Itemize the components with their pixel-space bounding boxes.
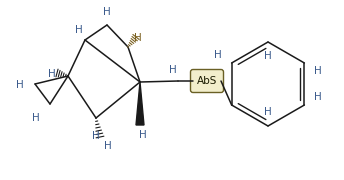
Text: H: H — [214, 50, 222, 60]
Text: H: H — [48, 69, 56, 79]
FancyBboxPatch shape — [191, 69, 224, 93]
Text: H: H — [314, 66, 322, 76]
Text: AbS: AbS — [197, 76, 217, 86]
Text: H: H — [32, 113, 40, 123]
Text: H: H — [169, 65, 177, 75]
Text: H: H — [92, 131, 100, 141]
Polygon shape — [136, 82, 144, 125]
Text: H: H — [139, 130, 147, 140]
Text: H: H — [134, 33, 142, 43]
Text: H: H — [104, 141, 112, 151]
Text: H: H — [16, 80, 24, 90]
Text: H: H — [314, 92, 322, 102]
Text: H: H — [75, 25, 83, 35]
Text: H: H — [264, 51, 272, 61]
Text: H: H — [103, 7, 111, 17]
Text: H: H — [264, 107, 272, 117]
